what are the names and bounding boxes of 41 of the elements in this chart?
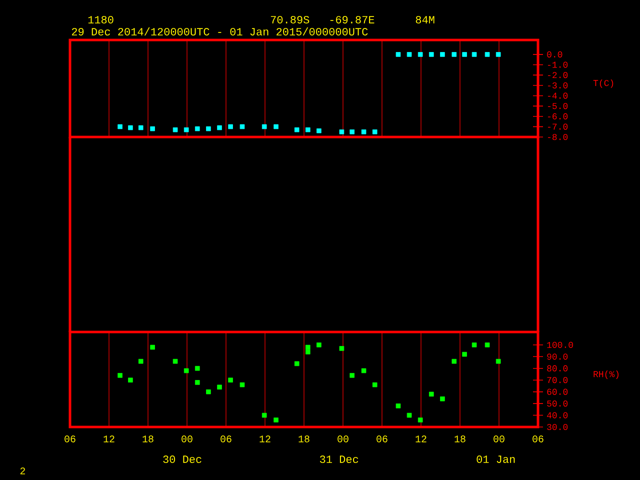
text: -69.87E — [330, 16, 374, 24]
y-tick-label: -4.0 — [548, 92, 568, 99]
x-tick-label: 06 — [532, 436, 544, 442]
x-tick-label: 06 — [220, 436, 232, 442]
y-tick-label: -1.0 — [548, 62, 568, 68]
y-tick-label: 90.0 — [547, 354, 568, 360]
x-tick-label: 00 — [182, 436, 192, 442]
x-tick-label: 06 — [376, 436, 388, 442]
text: 1180 — [88, 16, 114, 24]
text: 31 Dec — [320, 456, 358, 463]
y-axis-title: RH(%) — [594, 370, 619, 379]
y-tick-label: 60.0 — [547, 388, 568, 395]
x-tick-label: 18 — [142, 436, 154, 442]
x-tick-label: 18 — [454, 436, 466, 442]
chart-title: 29 Dec 2014/120000UTC - 01 Jan 2015/000000UTC — [72, 27, 368, 36]
y-tick-label: 50.0 — [547, 400, 568, 407]
y-tick-label: -2.0 — [548, 72, 568, 78]
y-tick-label: -8.0 — [548, 134, 568, 140]
text: 01 Jan — [476, 456, 515, 463]
text: 2 — [20, 468, 26, 474]
y-tick-label: -5.0 — [548, 102, 568, 110]
y-axis-title: T(C) — [593, 79, 614, 88]
y-tick-label: 80.0 — [547, 365, 568, 372]
x-tick-label: 00 — [338, 436, 348, 442]
x-tick-label: 12 — [416, 436, 426, 442]
y-tick-label: 30.0 — [547, 424, 568, 430]
text: 84M — [416, 16, 434, 24]
y-tick-label: 40.0 — [546, 412, 568, 418]
y-tick-label: -3.0 — [548, 82, 568, 88]
text: 30 Dec — [163, 456, 202, 463]
y-tick-label: 70.0 — [547, 377, 568, 384]
y-tick-label: 100.0 — [547, 342, 573, 348]
x-tick-label: 06 — [64, 436, 76, 442]
x-tick-label: 00 — [494, 436, 504, 442]
y-tick-label: -7.0 — [548, 124, 568, 130]
y-tick-label: 0.0 — [547, 51, 562, 58]
text: 70.89S — [270, 16, 310, 24]
x-tick-label: 12 — [260, 436, 270, 442]
y-tick-label: -6.0 — [548, 113, 568, 120]
x-tick-label: 12 — [104, 436, 114, 442]
x-tick-label: 18 — [298, 436, 310, 442]
